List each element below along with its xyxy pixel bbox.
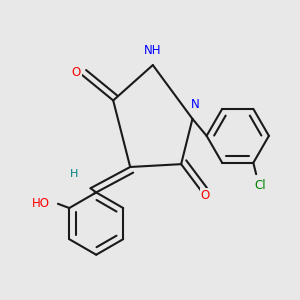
Text: HO: HO [32, 197, 50, 210]
Text: O: O [201, 189, 210, 202]
Text: O: O [72, 66, 81, 79]
Text: H: H [69, 169, 78, 179]
Text: N: N [191, 98, 200, 111]
Text: Cl: Cl [255, 179, 266, 192]
Text: NH: NH [144, 44, 162, 57]
